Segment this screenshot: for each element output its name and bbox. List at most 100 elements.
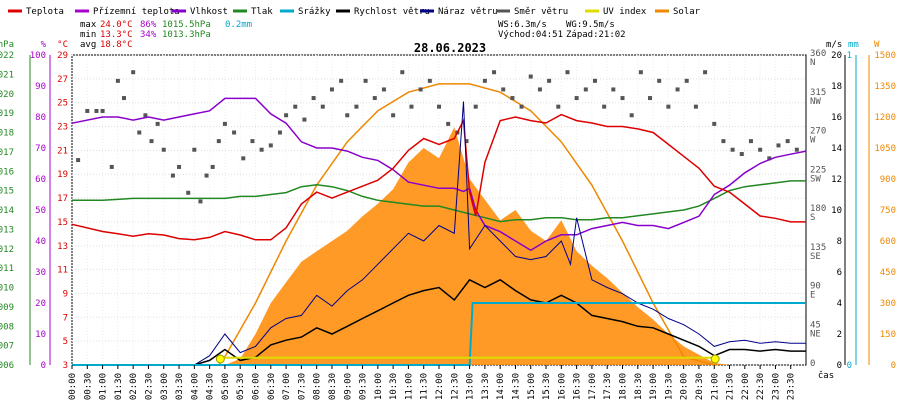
wind-direction-point	[222, 121, 227, 126]
wind-direction-point	[693, 104, 698, 109]
wind-direction-point	[583, 87, 588, 92]
axis-tick-dir: 180	[810, 204, 826, 214]
wind-direction-point	[418, 87, 423, 92]
x-tick-label: 15:00	[527, 373, 537, 400]
stat-min-label: min	[80, 30, 96, 40]
stat-max-label: max	[80, 20, 97, 30]
axis-label-w: W	[874, 40, 880, 50]
wind-direction-point	[115, 78, 120, 83]
x-tick-label: 10:00	[374, 373, 384, 400]
axis-tick-ms: 8	[837, 237, 842, 247]
axis-tick-dir: 315	[810, 88, 826, 98]
wind-direction-point	[293, 104, 298, 109]
wind-direction-point	[785, 139, 790, 144]
legend-label: Teplota	[26, 7, 64, 17]
wind-direction-point	[329, 87, 334, 92]
stat-avg-label: avg	[80, 40, 96, 50]
axis-tick-ms: 18	[831, 82, 842, 92]
axis-tick-dir: 90	[810, 282, 821, 292]
x-tick-label: 21:30	[726, 373, 736, 400]
legend-label: Směr větru	[514, 7, 568, 17]
wind-direction-point	[198, 199, 203, 204]
axis-tick-ms: 16	[831, 113, 842, 123]
legend-label: UV index	[603, 7, 647, 17]
legend: Teplota Přízemní teplota Vlhkost Tlak Srážky…	[8, 7, 701, 17]
wind-direction-point	[739, 152, 744, 157]
x-tick-label: 11:00	[404, 373, 414, 400]
axis-tick-dir: 45	[810, 320, 821, 330]
chart-title: 28.06.2023	[414, 41, 486, 55]
x-tick-label: 18:30	[634, 373, 644, 400]
wind-direction-point	[241, 156, 246, 161]
axis-tick-dir: 225	[810, 165, 826, 175]
axis-tick-dir: 270	[810, 127, 826, 137]
stat-min-hum: 34%	[140, 30, 157, 40]
wind-direction-point	[372, 96, 377, 101]
wind-direction-point	[629, 113, 634, 118]
wind-direction-point	[602, 104, 607, 109]
axis-tick-w: 300	[880, 299, 896, 309]
stat-min-temp: 13.3°C	[100, 30, 133, 40]
wind-direction-point	[216, 139, 221, 144]
axis-tick-degc: 29	[57, 51, 68, 61]
axis-tick-ms: 14	[831, 144, 842, 154]
x-axis-label: čas	[818, 370, 834, 381]
x-tick-label: 04:00	[190, 373, 200, 400]
sunset-marker	[710, 354, 720, 364]
x-tick-label: 03:00	[160, 373, 170, 400]
axis-tick-w: 150	[880, 330, 896, 340]
axis-tick-hpa: 1014	[0, 206, 14, 216]
axis-label-pct: %	[41, 40, 47, 50]
x-tick-label: 01:30	[114, 373, 124, 400]
x-tick-label: 20:00	[680, 373, 690, 400]
axis-tick-degc: 3	[63, 361, 68, 371]
wind-direction-point	[381, 87, 386, 92]
axis-tick-ms: 4	[837, 299, 842, 309]
axis-tick-hpa: 1021	[0, 70, 14, 80]
stat-sunset: Západ:21:02	[566, 30, 626, 40]
wind-direction-point	[85, 108, 90, 113]
wind-direction-point	[232, 130, 237, 135]
wind-direction-point	[758, 147, 763, 152]
wind-direction-point	[311, 96, 316, 101]
x-tick-label: 10:30	[389, 373, 399, 400]
axis-tick-pct: 100	[30, 51, 46, 61]
axis-tick-hpa: 1013	[0, 225, 14, 235]
x-tick-label: 20:30	[695, 373, 705, 400]
wind-direction-point	[666, 104, 671, 109]
axis-tick-degc: 25	[57, 99, 68, 109]
axis-tick-degc: 5	[63, 337, 68, 347]
stat-max-temp: 24.0°C	[100, 20, 133, 30]
x-tick-label: 00:00	[68, 373, 78, 400]
x-tick-label: 16:00	[557, 373, 567, 400]
x-tick-label: 17:30	[603, 373, 613, 400]
x-tick-label: 01:00	[99, 373, 109, 400]
axis-tick-degc: 9	[63, 289, 68, 299]
wind-direction-point	[464, 139, 469, 144]
wind-direction-point	[391, 113, 396, 118]
axis-tick-degc: 23	[57, 123, 68, 133]
wind-direction-point	[131, 70, 136, 75]
wind-direction-point	[592, 78, 597, 83]
axis-tick-dir-name: N	[810, 58, 815, 68]
stat-min-press: 1013.3hPa	[162, 30, 211, 40]
axis-tick-dir-name: SE	[810, 252, 821, 262]
axis-tick-pct: 40	[35, 237, 46, 247]
wind-direction-point	[320, 104, 325, 109]
axis-tick-dir-name: NE	[810, 329, 821, 339]
stat-max-press: 1015.5hPa	[162, 20, 211, 30]
sunrise-marker	[215, 354, 225, 364]
axis-tick-degc: 15	[57, 218, 68, 228]
axis-tick-w: 1200	[874, 113, 896, 123]
axis-tick-hpa: 1012	[0, 245, 14, 255]
axis-tick-dir-name: W	[810, 136, 816, 146]
wind-direction-point	[767, 156, 772, 161]
wind-direction-point	[345, 113, 350, 118]
wind-direction-point	[574, 96, 579, 101]
wind-direction-point	[492, 70, 497, 75]
axis-tick-degc: 11	[57, 266, 68, 276]
x-tick-label: 06:00	[252, 373, 262, 400]
legend-label: Přízemní teplota	[93, 7, 180, 17]
wind-direction-point	[547, 78, 552, 83]
